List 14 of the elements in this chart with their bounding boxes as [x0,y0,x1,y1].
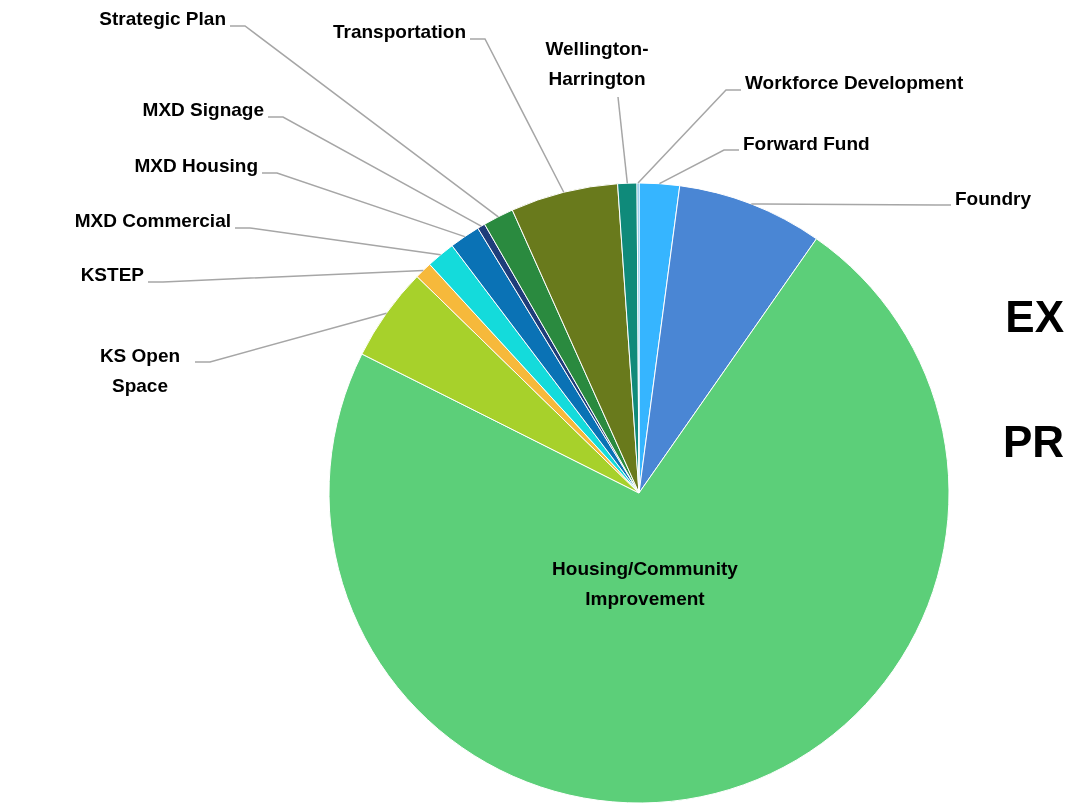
slice-label: Transportation [332,21,466,43]
slice-label: MXD Signage [142,99,264,121]
slice-label: Strategic Plan [99,8,226,30]
slice-label: KSTEP [80,264,145,286]
slice-label: Housing/Community Improvement [552,557,739,610]
slice-label: Foundry [955,188,1032,210]
slice-label: Wellington-Harrington [545,37,649,90]
slice-label: Workforce Development [745,72,964,94]
slice-label: MXD Housing [134,155,258,177]
slice-label: KS Open Space [99,344,181,397]
text: PR [1002,416,1064,466]
text: EX [1005,291,1064,341]
slice-label: MXD Commercial [74,210,231,232]
slice-label: Forward Fund [743,133,870,155]
